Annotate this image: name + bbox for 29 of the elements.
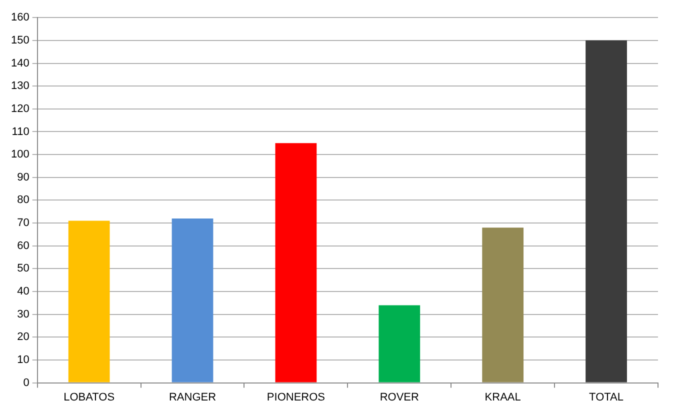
x-tick-label: TOTAL <box>589 391 624 404</box>
y-tick-label: 70 <box>17 217 30 230</box>
bar <box>172 218 214 382</box>
y-tick-label: 10 <box>17 354 30 366</box>
y-tick-label: 40 <box>17 286 30 298</box>
y-tick-label: 140 <box>10 57 30 70</box>
y-tick-label: 60 <box>17 240 30 252</box>
x-tick-label: LOBATOS <box>64 391 115 404</box>
y-tick-label: 150 <box>10 34 30 46</box>
y-tick-label: 100 <box>10 148 30 161</box>
y-tick-label: 20 <box>17 331 30 344</box>
bar <box>482 228 524 382</box>
bar <box>68 220 110 382</box>
y-tick-label: 160 <box>10 12 30 24</box>
y-tick-label: 80 <box>17 194 30 206</box>
bar <box>586 40 627 382</box>
x-tick-label: ROVER <box>380 391 420 404</box>
x-tick-label: KRAAL <box>484 391 521 404</box>
y-tick-label: 90 <box>17 171 30 184</box>
x-tick-label: RANGER <box>168 391 216 404</box>
y-tick-label: 130 <box>10 80 30 92</box>
y-tick-label: 120 <box>10 102 30 115</box>
y-tick-label: 50 <box>17 262 30 275</box>
y-tick-label: 110 <box>12 126 30 138</box>
y-tick-label: 30 <box>17 308 30 320</box>
bar <box>378 305 420 382</box>
bar <box>275 143 317 382</box>
x-tick-label: PIONEROS <box>266 391 325 404</box>
y-tick-label: 0 <box>23 376 30 389</box>
